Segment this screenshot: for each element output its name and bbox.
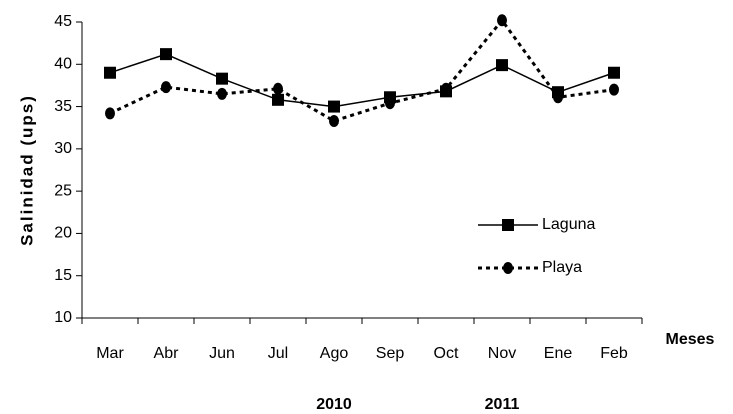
marker [497, 14, 507, 27]
marker [272, 93, 284, 106]
marker [217, 87, 227, 100]
marker [216, 72, 228, 85]
legend-label: Laguna [542, 216, 595, 233]
marker [161, 81, 171, 94]
y-tick-label: 45 [54, 13, 72, 30]
marker [329, 114, 339, 127]
marker [385, 97, 395, 110]
y-tick-label: 15 [54, 267, 72, 284]
x-tick-label: Jul [268, 345, 288, 362]
x-tick-label: Nov [488, 345, 516, 362]
y-tick-label: 40 [54, 56, 72, 73]
marker [609, 83, 619, 96]
x-tick-label: Sep [376, 345, 405, 362]
x-tick-label: Mar [96, 345, 124, 362]
x-tick-label: Jun [209, 345, 235, 362]
x-tick-label: Ago [320, 345, 349, 362]
marker [105, 107, 115, 120]
x-tick-label: Feb [600, 345, 628, 362]
y-tick-label: 30 [54, 140, 72, 157]
y-tick-label: 20 [54, 225, 72, 242]
y-tick-label: 10 [54, 309, 72, 326]
marker [496, 59, 508, 72]
marker [328, 100, 340, 113]
marker [160, 48, 172, 61]
legend-label: Playa [542, 259, 582, 276]
y-axis-label: Salinidad (ups) [17, 94, 36, 246]
series-line [109, 53, 615, 108]
marker [502, 219, 514, 231]
marker [273, 82, 283, 95]
y-tick-label: 25 [54, 182, 72, 199]
marker [503, 262, 513, 274]
x-tick-label: Abr [154, 345, 180, 362]
annotation: 2010 [316, 396, 352, 413]
marker [104, 66, 116, 79]
annotation: 2011 [485, 396, 520, 413]
x-tick-label: Ene [544, 345, 573, 362]
marker [441, 82, 451, 95]
marker [608, 66, 620, 79]
x-axis-label: Meses [666, 331, 715, 348]
series-line [109, 17, 615, 123]
y-tick-label: 35 [54, 98, 72, 115]
marker [553, 91, 563, 104]
x-tick-label: Oct [434, 345, 459, 362]
